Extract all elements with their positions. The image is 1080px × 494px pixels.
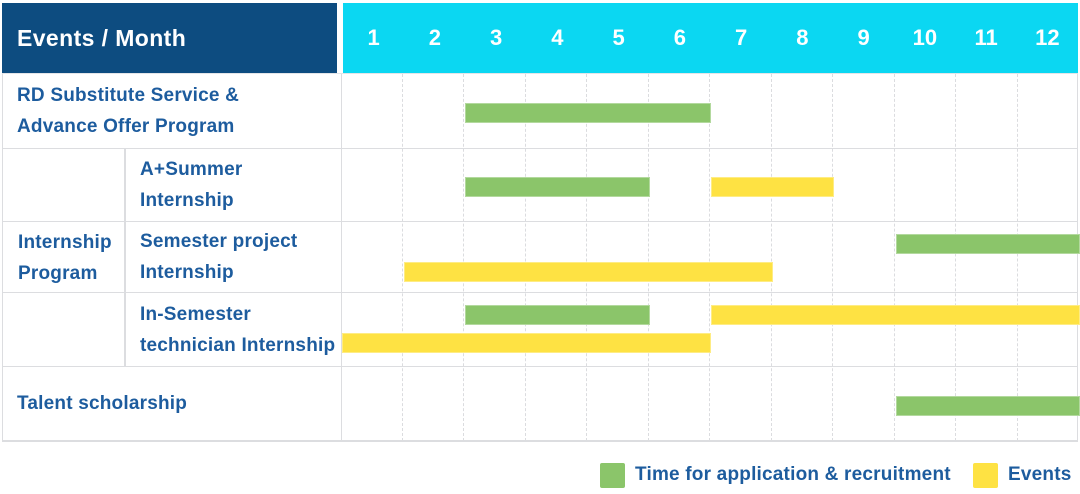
month-header-11: 11 [974, 25, 998, 50]
legend-item-application: Time for application & recruitment [600, 462, 951, 488]
row-label: RD Substitute Service & Advance Offer Pr… [3, 74, 341, 148]
row-timeline [341, 222, 1080, 292]
application-period-bar [895, 395, 1080, 416]
events-swatch-icon [973, 462, 998, 488]
row-talent-scholarship: Talent scholarship [3, 367, 1080, 441]
group-label-line: Internship [18, 232, 112, 253]
month-header-2: 2 [428, 25, 441, 50]
row-timeline [341, 367, 1080, 440]
row-label-line: Internship [140, 262, 234, 283]
row-label-line: Semester project [140, 231, 298, 252]
row-timeline [341, 293, 1080, 366]
month-header-7: 7 [735, 25, 748, 50]
row-label: Semester project Internship [125, 222, 341, 292]
month-header-9: 9 [857, 25, 870, 50]
row-label-line: Advance Offer Program [17, 116, 235, 137]
legend-label: Time for application & recruitment [635, 464, 951, 485]
events-period-bar [403, 262, 773, 282]
chart-body: RD Substitute Service & Advance Offer Pr… [2, 73, 1080, 442]
row-rd-substitute-service: RD Substitute Service & Advance Offer Pr… [3, 74, 1077, 149]
gantt-chart: Events / Month 1 2 3 4 5 6 7 8 9 10 11 1… [2, 3, 1080, 442]
row-label: A+Summer Internship [125, 149, 341, 221]
row-a-plus-summer-internship: A+Summer Internship [3, 149, 1077, 222]
application-period-bar [895, 234, 1080, 254]
row-timeline [341, 149, 1079, 221]
month-header-3: 3 [490, 25, 503, 50]
row-label-line: technician Internship [140, 334, 336, 356]
group-label-internship-program: Internship Program [3, 149, 125, 367]
application-swatch-icon [600, 462, 625, 488]
group-label-line: Program [18, 263, 98, 284]
month-header-5: 5 [612, 25, 625, 50]
row-semester-project-internship: Semester project Internship [3, 222, 1080, 293]
month-header-1: 1 [367, 25, 380, 50]
legend-label: Events [1008, 464, 1072, 485]
month-header-12: 12 [1035, 25, 1060, 50]
legend-item-events: Events [973, 462, 1072, 488]
row-label-line: RD Substitute Service & [17, 85, 240, 106]
application-period-bar [465, 103, 711, 123]
application-period-bar [465, 305, 650, 325]
events-period-bar [711, 177, 834, 197]
month-header-6: 6 [673, 25, 686, 50]
row-timeline [341, 74, 1079, 148]
row-label-line: In-Semester [140, 303, 251, 325]
month-header-8: 8 [796, 25, 809, 50]
row-label: In-Semester technician Internship [125, 293, 341, 366]
row-label-line: A+Summer [140, 159, 243, 180]
events-period-bar [342, 333, 711, 353]
row-in-semester-technician-internship: In-Semester technician Internship [3, 293, 1080, 367]
month-header-4: 4 [551, 25, 564, 50]
row-label: Talent scholarship [3, 367, 341, 440]
month-header-10: 10 [912, 25, 938, 50]
legend: Time for application & recruitment Event… [0, 462, 1080, 488]
application-period-bar [465, 177, 650, 197]
month-header-strip: 1 2 3 4 5 6 7 8 9 10 11 12 [343, 3, 1078, 73]
header-events-month-label: Events / Month [2, 3, 337, 73]
events-period-bar [711, 305, 1080, 325]
row-label-line: Internship [140, 190, 234, 211]
row-label-line: Talent scholarship [17, 393, 188, 414]
header-row: Events / Month 1 2 3 4 5 6 7 8 9 10 11 1… [2, 3, 1078, 73]
